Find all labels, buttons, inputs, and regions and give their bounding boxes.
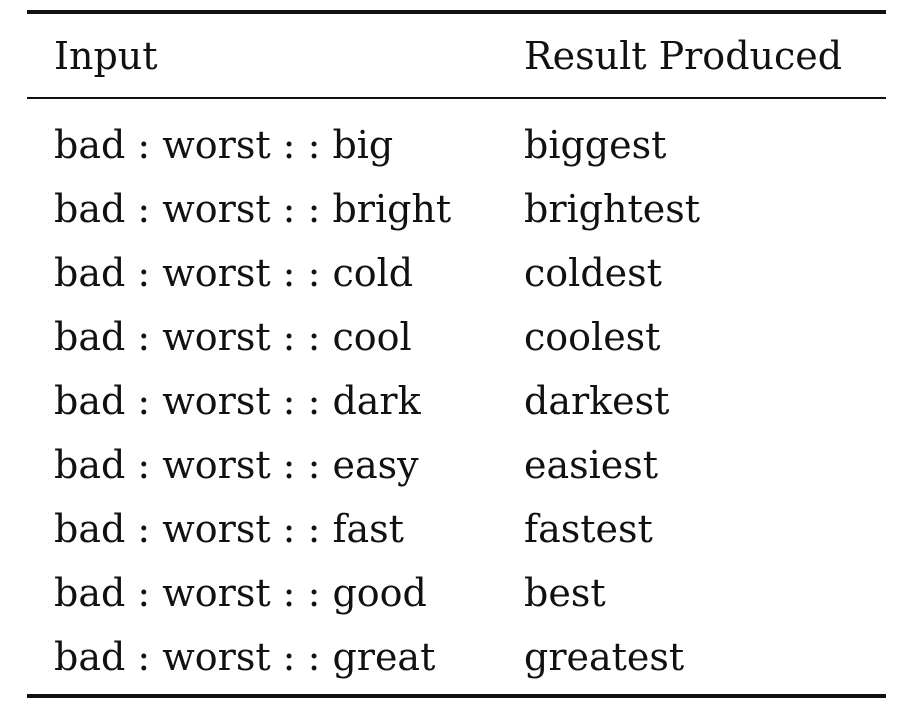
input-cell: bad : worst : : good <box>54 571 427 615</box>
table-row: bad : worst : : cold coldest <box>27 241 886 305</box>
input-cell: bad : worst : : bright <box>54 187 452 231</box>
input-cell: bad : worst : : cool <box>54 315 412 359</box>
input-cell: bad : worst : : dark <box>54 379 421 423</box>
result-cell: easiest <box>524 443 659 487</box>
input-cell: bad : worst : : fast <box>54 507 404 551</box>
result-cell: best <box>524 571 606 615</box>
input-cell: bad : worst : : great <box>54 635 436 679</box>
result-cell: coolest <box>524 315 661 359</box>
analogy-results-table: Input Result Produced bad : worst : : bi… <box>27 10 886 700</box>
result-cell: darkest <box>524 379 670 423</box>
bottom-rule <box>27 694 886 698</box>
table-row: bad : worst : : fast fastest <box>27 497 886 561</box>
header-result-produced: Result Produced <box>524 34 843 78</box>
input-cell: bad : worst : : cold <box>54 251 414 295</box>
table-body: bad : worst : : big biggest bad : worst … <box>27 113 886 689</box>
result-cell: brightest <box>524 187 700 231</box>
input-cell: bad : worst : : big <box>54 123 394 167</box>
top-rule <box>27 10 886 14</box>
table-row: bad : worst : : dark darkest <box>27 369 886 433</box>
table-row: bad : worst : : big biggest <box>27 113 886 177</box>
result-cell: greatest <box>524 635 685 679</box>
result-cell: biggest <box>524 123 667 167</box>
result-cell: fastest <box>524 507 653 551</box>
header-input: Input <box>54 34 158 78</box>
table-row: bad : worst : : great greatest <box>27 625 886 689</box>
table-header-row: Input Result Produced <box>27 25 886 87</box>
result-cell: coldest <box>524 251 662 295</box>
table-row: bad : worst : : good best <box>27 561 886 625</box>
table-row: bad : worst : : easy easiest <box>27 433 886 497</box>
header-rule <box>27 97 886 99</box>
table-row: bad : worst : : cool coolest <box>27 305 886 369</box>
input-cell: bad : worst : : easy <box>54 443 419 487</box>
table-row: bad : worst : : bright brightest <box>27 177 886 241</box>
